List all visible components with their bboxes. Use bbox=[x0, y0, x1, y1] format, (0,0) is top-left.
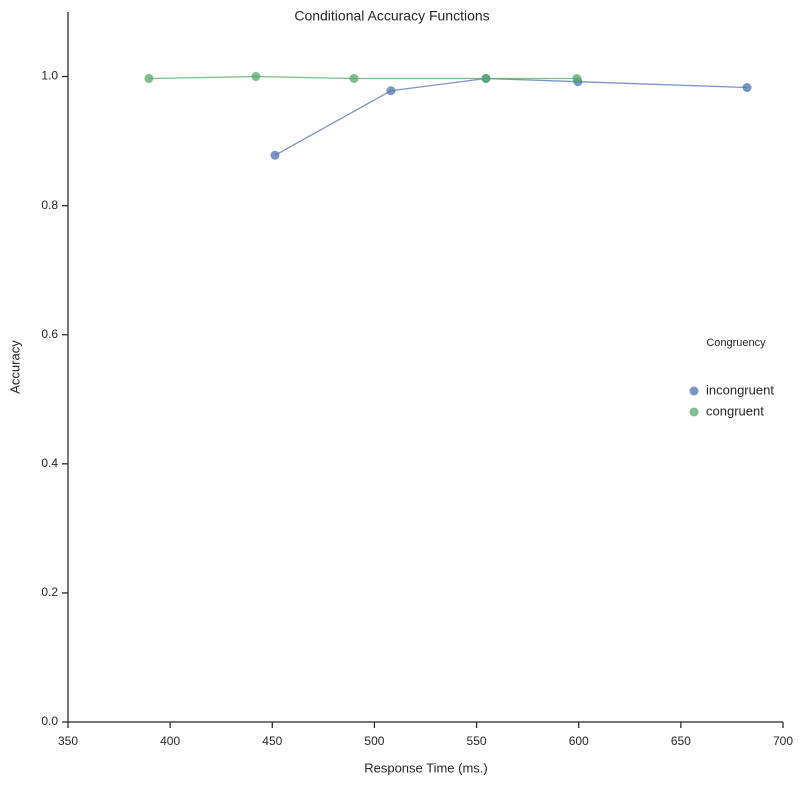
data-point bbox=[386, 86, 396, 96]
legend-marker bbox=[689, 407, 699, 417]
data-point bbox=[144, 73, 154, 83]
x-tick-label: 400 bbox=[160, 734, 180, 748]
legend-label: congruent bbox=[706, 403, 764, 418]
data-point bbox=[349, 73, 359, 83]
y-tick-label: 0.0 bbox=[41, 714, 58, 728]
x-tick-label: 550 bbox=[467, 734, 487, 748]
x-tick-label: 350 bbox=[58, 734, 78, 748]
chart-title: Conditional Accuracy Functions bbox=[294, 8, 489, 24]
legend-label: incongruent bbox=[706, 382, 774, 397]
y-tick-label: 0.6 bbox=[41, 327, 58, 341]
series-line bbox=[148, 75, 577, 80]
data-point bbox=[251, 72, 261, 82]
x-tick-label: 500 bbox=[364, 734, 384, 748]
y-tick-label: 0.8 bbox=[41, 198, 58, 212]
series-line bbox=[274, 77, 748, 156]
data-point bbox=[270, 150, 280, 160]
x-tick-label: 600 bbox=[569, 734, 589, 748]
x-tick-label: 650 bbox=[671, 734, 691, 748]
y-tick-label: 0.2 bbox=[41, 585, 58, 599]
data-point bbox=[742, 83, 752, 93]
x-tick-label: 700 bbox=[773, 734, 793, 748]
legend-marker bbox=[689, 386, 699, 396]
y-tick-label: 1.0 bbox=[41, 69, 58, 83]
data-point bbox=[572, 73, 582, 83]
legend-title: Congruency bbox=[706, 337, 766, 349]
y-tick-label: 0.4 bbox=[41, 456, 58, 470]
y-axis-label: Accuracy bbox=[7, 340, 22, 394]
x-axis-label: Response Time (ms.) bbox=[364, 760, 488, 775]
x-tick-label: 450 bbox=[262, 734, 282, 748]
data-point bbox=[481, 73, 491, 83]
